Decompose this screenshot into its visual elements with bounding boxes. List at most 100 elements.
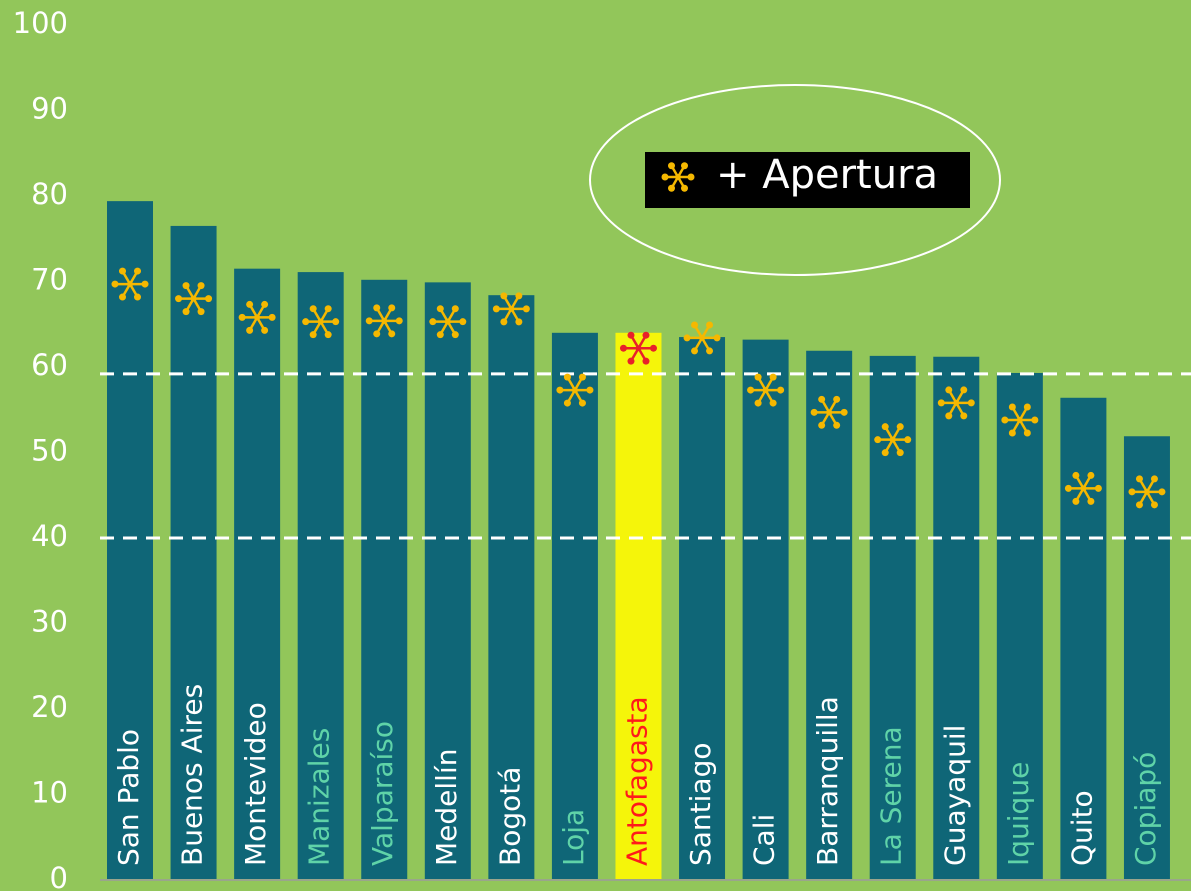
marker-dot [826, 409, 833, 416]
y-tick-label: 40 [31, 519, 68, 553]
marker-dot [571, 387, 578, 394]
marker-dot [436, 331, 444, 339]
apertura-marker [492, 292, 530, 326]
marker-dot [324, 331, 332, 339]
marker-dot [175, 295, 183, 303]
marker-dot [268, 313, 276, 321]
marker-dot [141, 280, 149, 288]
marker-dot [1072, 497, 1080, 505]
marker-dot [1094, 484, 1102, 492]
marker-dot [1150, 475, 1158, 483]
marker-dot [1064, 484, 1072, 492]
marker-dot [365, 317, 373, 325]
marker-dot [833, 421, 841, 429]
bar [170, 225, 217, 881]
marker-dot [904, 436, 912, 444]
marker-dot [649, 344, 657, 352]
marker-dot [522, 305, 530, 313]
x-tick-label: Cali [748, 814, 781, 866]
apertura-marker [619, 331, 657, 365]
marker-dot [586, 386, 594, 394]
marker-dot [706, 321, 714, 329]
marker-dot [699, 334, 706, 341]
marker-dot [683, 334, 691, 342]
y-tick-label: 10 [31, 776, 68, 810]
marker-dot [254, 314, 261, 321]
marker-dot [681, 184, 688, 192]
marker-dot [302, 318, 310, 326]
marker-dot [182, 308, 190, 316]
marker-dot [810, 408, 818, 416]
bar [806, 350, 853, 880]
marker-dot [563, 399, 571, 407]
marker-dot [691, 321, 699, 329]
marker-dot [833, 395, 841, 403]
x-tick-label: Manizales [303, 728, 336, 866]
y-tick-label: 20 [31, 690, 68, 724]
bar [869, 355, 916, 880]
y-tick-label: 80 [31, 177, 68, 211]
marker-dot [661, 173, 669, 181]
x-tick-label: Valparaíso [366, 721, 399, 866]
marker-dot [246, 300, 254, 308]
x-tick-label: La Serena [875, 726, 908, 866]
marker-dot [381, 317, 388, 324]
marker-dot [563, 373, 571, 381]
bar [488, 295, 535, 880]
marker-dot [332, 318, 340, 326]
marker-dot [111, 280, 119, 288]
marker-dot [642, 331, 650, 339]
marker-dot [373, 304, 381, 312]
bar [234, 268, 281, 880]
marker-dot [508, 305, 515, 312]
marker-dot [261, 326, 269, 334]
marker-dot [840, 408, 848, 416]
marker-dot [960, 386, 968, 394]
legend-label: + Apertura [716, 152, 938, 198]
marker-dot [777, 386, 785, 394]
marker-dot [134, 293, 141, 301]
marker-dot [1087, 471, 1095, 479]
marker-dot [324, 305, 332, 313]
x-tick-label: Antofagasta [620, 696, 653, 866]
x-tick-label: Bogotá [493, 767, 526, 866]
x-tick-label: San Pablo [112, 729, 145, 866]
bar [1060, 397, 1107, 880]
marker-dot [619, 344, 627, 352]
marker-dot [500, 292, 508, 300]
marker-dot [500, 318, 508, 326]
apertura-marker [874, 423, 912, 457]
apertura-marker [365, 304, 403, 338]
marker-dot [960, 412, 968, 420]
x-tick-label: Barranquilla [811, 696, 844, 866]
marker-dot [373, 330, 381, 338]
marker-dot [881, 449, 889, 457]
marker-dot [754, 373, 762, 381]
marker-dot [668, 162, 675, 170]
bar [424, 282, 471, 881]
marker-dot [1128, 488, 1136, 496]
x-tick-label: Santiago [684, 743, 717, 867]
marker-dot [818, 395, 826, 403]
apertura-marker [1001, 403, 1039, 437]
marker-dot [945, 412, 953, 420]
marker-dot [309, 305, 317, 313]
marker-dot [967, 399, 975, 407]
marker-dot [578, 399, 586, 407]
x-tick-label: Loja [557, 809, 590, 866]
marker-dot [818, 421, 826, 429]
apertura-marker [238, 300, 276, 334]
apertura-marker [937, 386, 975, 420]
marker-dot [874, 436, 882, 444]
marker-dot [889, 436, 896, 443]
marker-dot [515, 318, 523, 326]
marker-dot [515, 292, 523, 300]
apertura-marker [810, 395, 848, 429]
bar [361, 279, 408, 880]
marker-dot [1080, 485, 1087, 492]
marker-dot [627, 331, 635, 339]
y-tick-label: 50 [31, 434, 68, 468]
marker-dot [388, 304, 396, 312]
bar [615, 332, 662, 880]
x-tick-label: Buenos Aires [176, 684, 209, 866]
